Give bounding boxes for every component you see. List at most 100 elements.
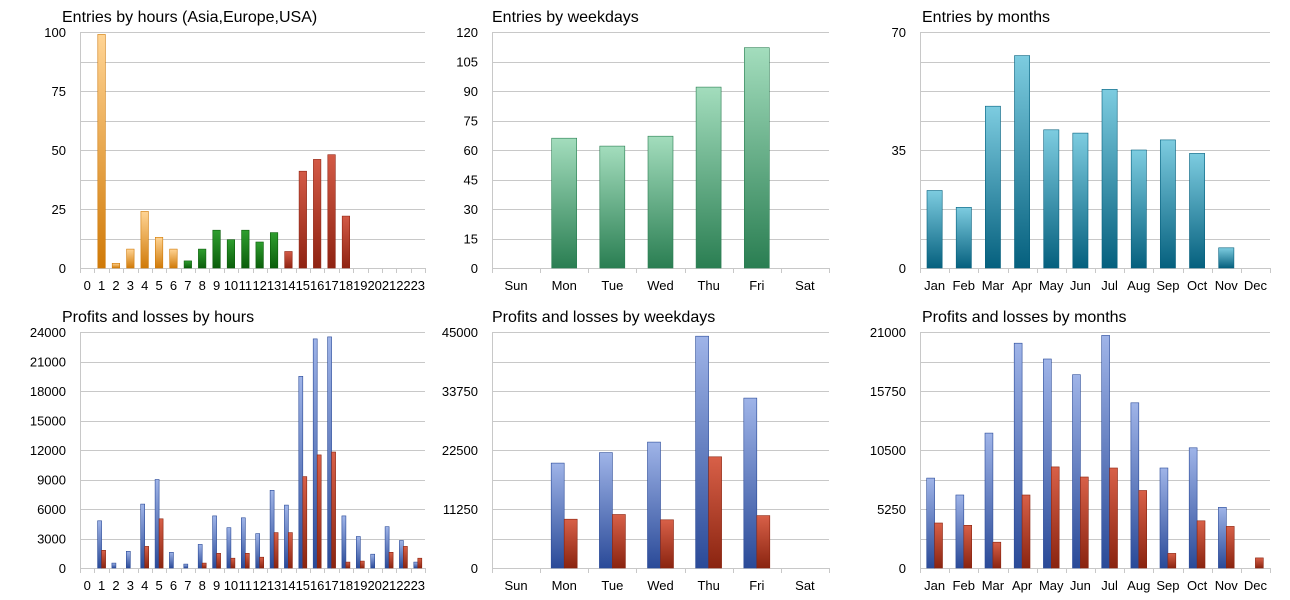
- x-tick-label: 19: [353, 578, 367, 593]
- x-tick-label: 20: [367, 278, 381, 293]
- x-tick-label: Fri: [749, 278, 764, 293]
- x-tick-label: 5: [155, 578, 162, 593]
- x-tick-label: 7: [184, 278, 191, 293]
- bar-losses-oct: [1196, 520, 1206, 569]
- bar-losses-19: [359, 560, 365, 569]
- bar-losses-1: [101, 550, 106, 569]
- entries-weekdays-chart: Entries by weekdays 0 15 30 45 60 75 90 105 120 Su…: [456, 9, 830, 293]
- x-tick-label: Sat: [795, 278, 815, 293]
- bar-profits-6: [169, 552, 174, 569]
- bar-entries-18: [341, 215, 351, 269]
- y-tick-label: 24000: [30, 325, 66, 340]
- x-tick-label: Mar: [982, 278, 1005, 293]
- bar-entries-6: [169, 248, 178, 269]
- x-tick-label: Mar: [982, 578, 1005, 593]
- bar-entries-5: [155, 237, 164, 269]
- y-tick-label: 0: [59, 261, 66, 276]
- x-tick-label: 15: [296, 578, 310, 593]
- bar-profits-aug: [1130, 402, 1140, 569]
- bar-losses-5: [158, 518, 164, 569]
- x-tick-label: 16: [310, 278, 324, 293]
- x-tick-label: 3: [127, 578, 134, 593]
- chart-panel-entries-hours: Entries by hours (Asia,Europe,USA) 0 25 50 7…: [0, 0, 430, 300]
- bar-entries-tue: [599, 145, 626, 269]
- y-tick-label: 12000: [30, 443, 66, 458]
- x-tick-label: 14: [281, 278, 295, 293]
- bar-entries-feb: [955, 207, 972, 269]
- bar-entries-4: [140, 211, 149, 269]
- x-tick-label: Fri: [749, 578, 764, 593]
- bar-losses-11: [245, 553, 250, 569]
- bar-profits-5: [154, 479, 160, 569]
- bar-entries-12: [255, 241, 264, 269]
- chart-title: Entries by hours (Asia,Europe,USA): [62, 9, 317, 26]
- bar-profits-18: [341, 515, 347, 569]
- bar-entries-jan: [926, 190, 943, 269]
- bar-entries-14: [284, 251, 293, 269]
- bar-profits-nov: [1218, 507, 1227, 569]
- bar-entries-nov: [1218, 247, 1235, 269]
- chart-title: Profits and losses by hours: [62, 309, 254, 326]
- y-tick-label: 3000: [37, 532, 66, 547]
- x-tick-label: Wed: [647, 278, 674, 293]
- y-tick-label: 22500: [442, 443, 478, 458]
- bar-profits-wed: [647, 441, 661, 569]
- x-tick-label: Jun: [1070, 578, 1091, 593]
- pl-hours-chart: Profits and losses by hours 0 3000 6000 9000…: [30, 309, 426, 593]
- bar-entries-thu: [695, 86, 722, 269]
- y-tick-label: 6000: [37, 502, 66, 517]
- bar-entries-13: [269, 232, 279, 269]
- y-tick-label: 105: [456, 55, 478, 70]
- bar-profits-22: [399, 540, 404, 569]
- x-tick-label: 11: [239, 578, 253, 593]
- x-tick-label: 3: [127, 278, 134, 293]
- bar-profits-3: [126, 551, 131, 569]
- bar-losses-fri: [756, 515, 771, 569]
- bar-losses-8: [201, 562, 207, 569]
- x-tick-label: Thu: [697, 578, 719, 593]
- bar-entries-aug: [1130, 149, 1147, 269]
- bar-losses-21: [388, 552, 394, 569]
- bar-profits-16: [312, 338, 318, 569]
- bar-entries-7: [183, 260, 192, 269]
- x-tick-label: Wed: [647, 578, 674, 593]
- bar-profits-mon: [550, 462, 565, 569]
- chart-panel-pl-hours: Profits and losses by hours 0 3000 6000 9000…: [0, 300, 430, 600]
- x-tick-label: Feb: [953, 278, 975, 293]
- y-tick-label: 0: [59, 561, 66, 576]
- bar-profits-12: [255, 533, 260, 569]
- x-tick-label: 10: [224, 578, 238, 593]
- bar-profits-9: [212, 515, 217, 569]
- bar-entries-1: [97, 34, 106, 269]
- x-tick-label: 13: [267, 578, 281, 593]
- bar-profits-11: [241, 517, 246, 569]
- chart-panel-entries-weekdays: Entries by weekdays 0 15 30 45 60 75 90 105 120 Su…: [430, 0, 860, 300]
- chart-title: Profits and losses by months: [922, 309, 1127, 326]
- x-tick-label: Tue: [601, 578, 623, 593]
- y-tick-label: 0: [899, 561, 906, 576]
- pl-months-chart: Profits and losses by months 0 5250 10500 15…: [870, 309, 1271, 593]
- y-tick-label: 75: [464, 114, 478, 129]
- x-tick-label: 7: [184, 578, 191, 593]
- x-tick-label: 11: [239, 278, 253, 293]
- bar-profits-apr: [1013, 342, 1023, 569]
- x-tick-label: May: [1039, 578, 1064, 593]
- y-tick-label: 21000: [30, 355, 66, 370]
- y-tick-label: 11250: [443, 502, 478, 517]
- bar-losses-13: [273, 532, 279, 569]
- x-tick-label: 4: [141, 278, 148, 293]
- x-tick-label: Apr: [1012, 278, 1033, 293]
- x-tick-label: 23: [411, 578, 425, 593]
- x-tick-label: Sep: [1156, 278, 1179, 293]
- x-tick-label: Thu: [697, 278, 719, 293]
- y-tick-label: 18000: [30, 384, 66, 399]
- x-tick-label: 21: [382, 278, 396, 293]
- x-tick-label: 2: [112, 278, 119, 293]
- bar-profits-fri: [743, 397, 758, 569]
- bar-entries-10: [226, 239, 235, 269]
- chart-panel-entries-months: Entries by months 0 35 70 Jan Feb Mar Apr May Jun…: [860, 0, 1290, 300]
- x-tick-label: 6: [170, 578, 177, 593]
- bar-losses-12: [259, 556, 265, 569]
- bar-profits-sep: [1159, 467, 1169, 569]
- x-tick-label: 1: [98, 278, 105, 293]
